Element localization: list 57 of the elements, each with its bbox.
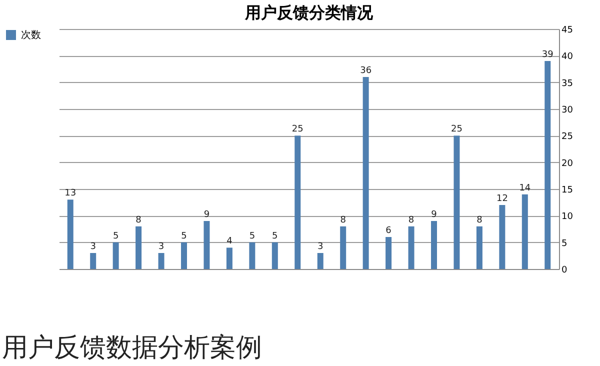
y-tick-label: 25 [562,132,573,142]
bar [317,253,324,269]
data-label: 25 [451,124,462,135]
bar [522,194,528,269]
bar [158,253,164,269]
data-label: 3 [90,242,96,252]
data-label: 36 [360,66,372,76]
bar [362,77,369,269]
y-tick-label: 30 [562,106,574,116]
y-tick-label: 20 [562,158,574,169]
data-label: 5 [272,231,278,242]
data-label: 13 [64,188,76,199]
y-tick-label: 10 [562,212,574,222]
bar [340,226,346,269]
bar [272,242,278,269]
bar [112,242,119,269]
bar [499,205,506,269]
data-label: 8 [136,215,142,226]
bar [249,242,256,269]
bar [294,136,301,269]
data-label: 25 [292,124,304,135]
y-tick-label: 0 [562,266,568,276]
data-label: 6 [386,226,392,236]
data-label: 12 [496,194,508,204]
bar [408,226,414,269]
data-label: 5 [112,231,119,242]
bar [431,221,437,269]
data-label: 5 [181,231,187,242]
bar [454,136,460,269]
y-tick-label: 45 [562,26,573,36]
data-label: 8 [476,215,483,226]
bar [226,248,232,269]
data-label: 39 [542,50,554,60]
bar [67,200,74,269]
bar [204,221,210,269]
y-tick-label: 35 [562,78,573,89]
data-label: 8 [408,215,414,226]
bar [181,242,187,269]
data-label: 4 [226,236,233,247]
y-tick-label: 40 [562,52,574,62]
text: 用户反馈数据分析案例 [2,332,262,365]
bar [136,226,142,269]
data-label: 3 [317,242,324,252]
data-label: 9 [204,210,210,220]
chart-title: 用户反馈分类情况 [244,3,374,22]
legend-label: 次数 [21,30,41,41]
bar [476,226,482,269]
bar [386,237,392,269]
data-label: 14 [519,183,531,194]
bar [544,61,551,269]
data-label: 9 [431,210,438,220]
data-label: 5 [249,231,256,242]
y-tick-label: 15 [562,186,573,196]
y-tick-label: 5 [562,238,568,249]
bar [90,253,96,269]
data-label: 3 [158,242,164,252]
data-label: 8 [340,215,346,226]
